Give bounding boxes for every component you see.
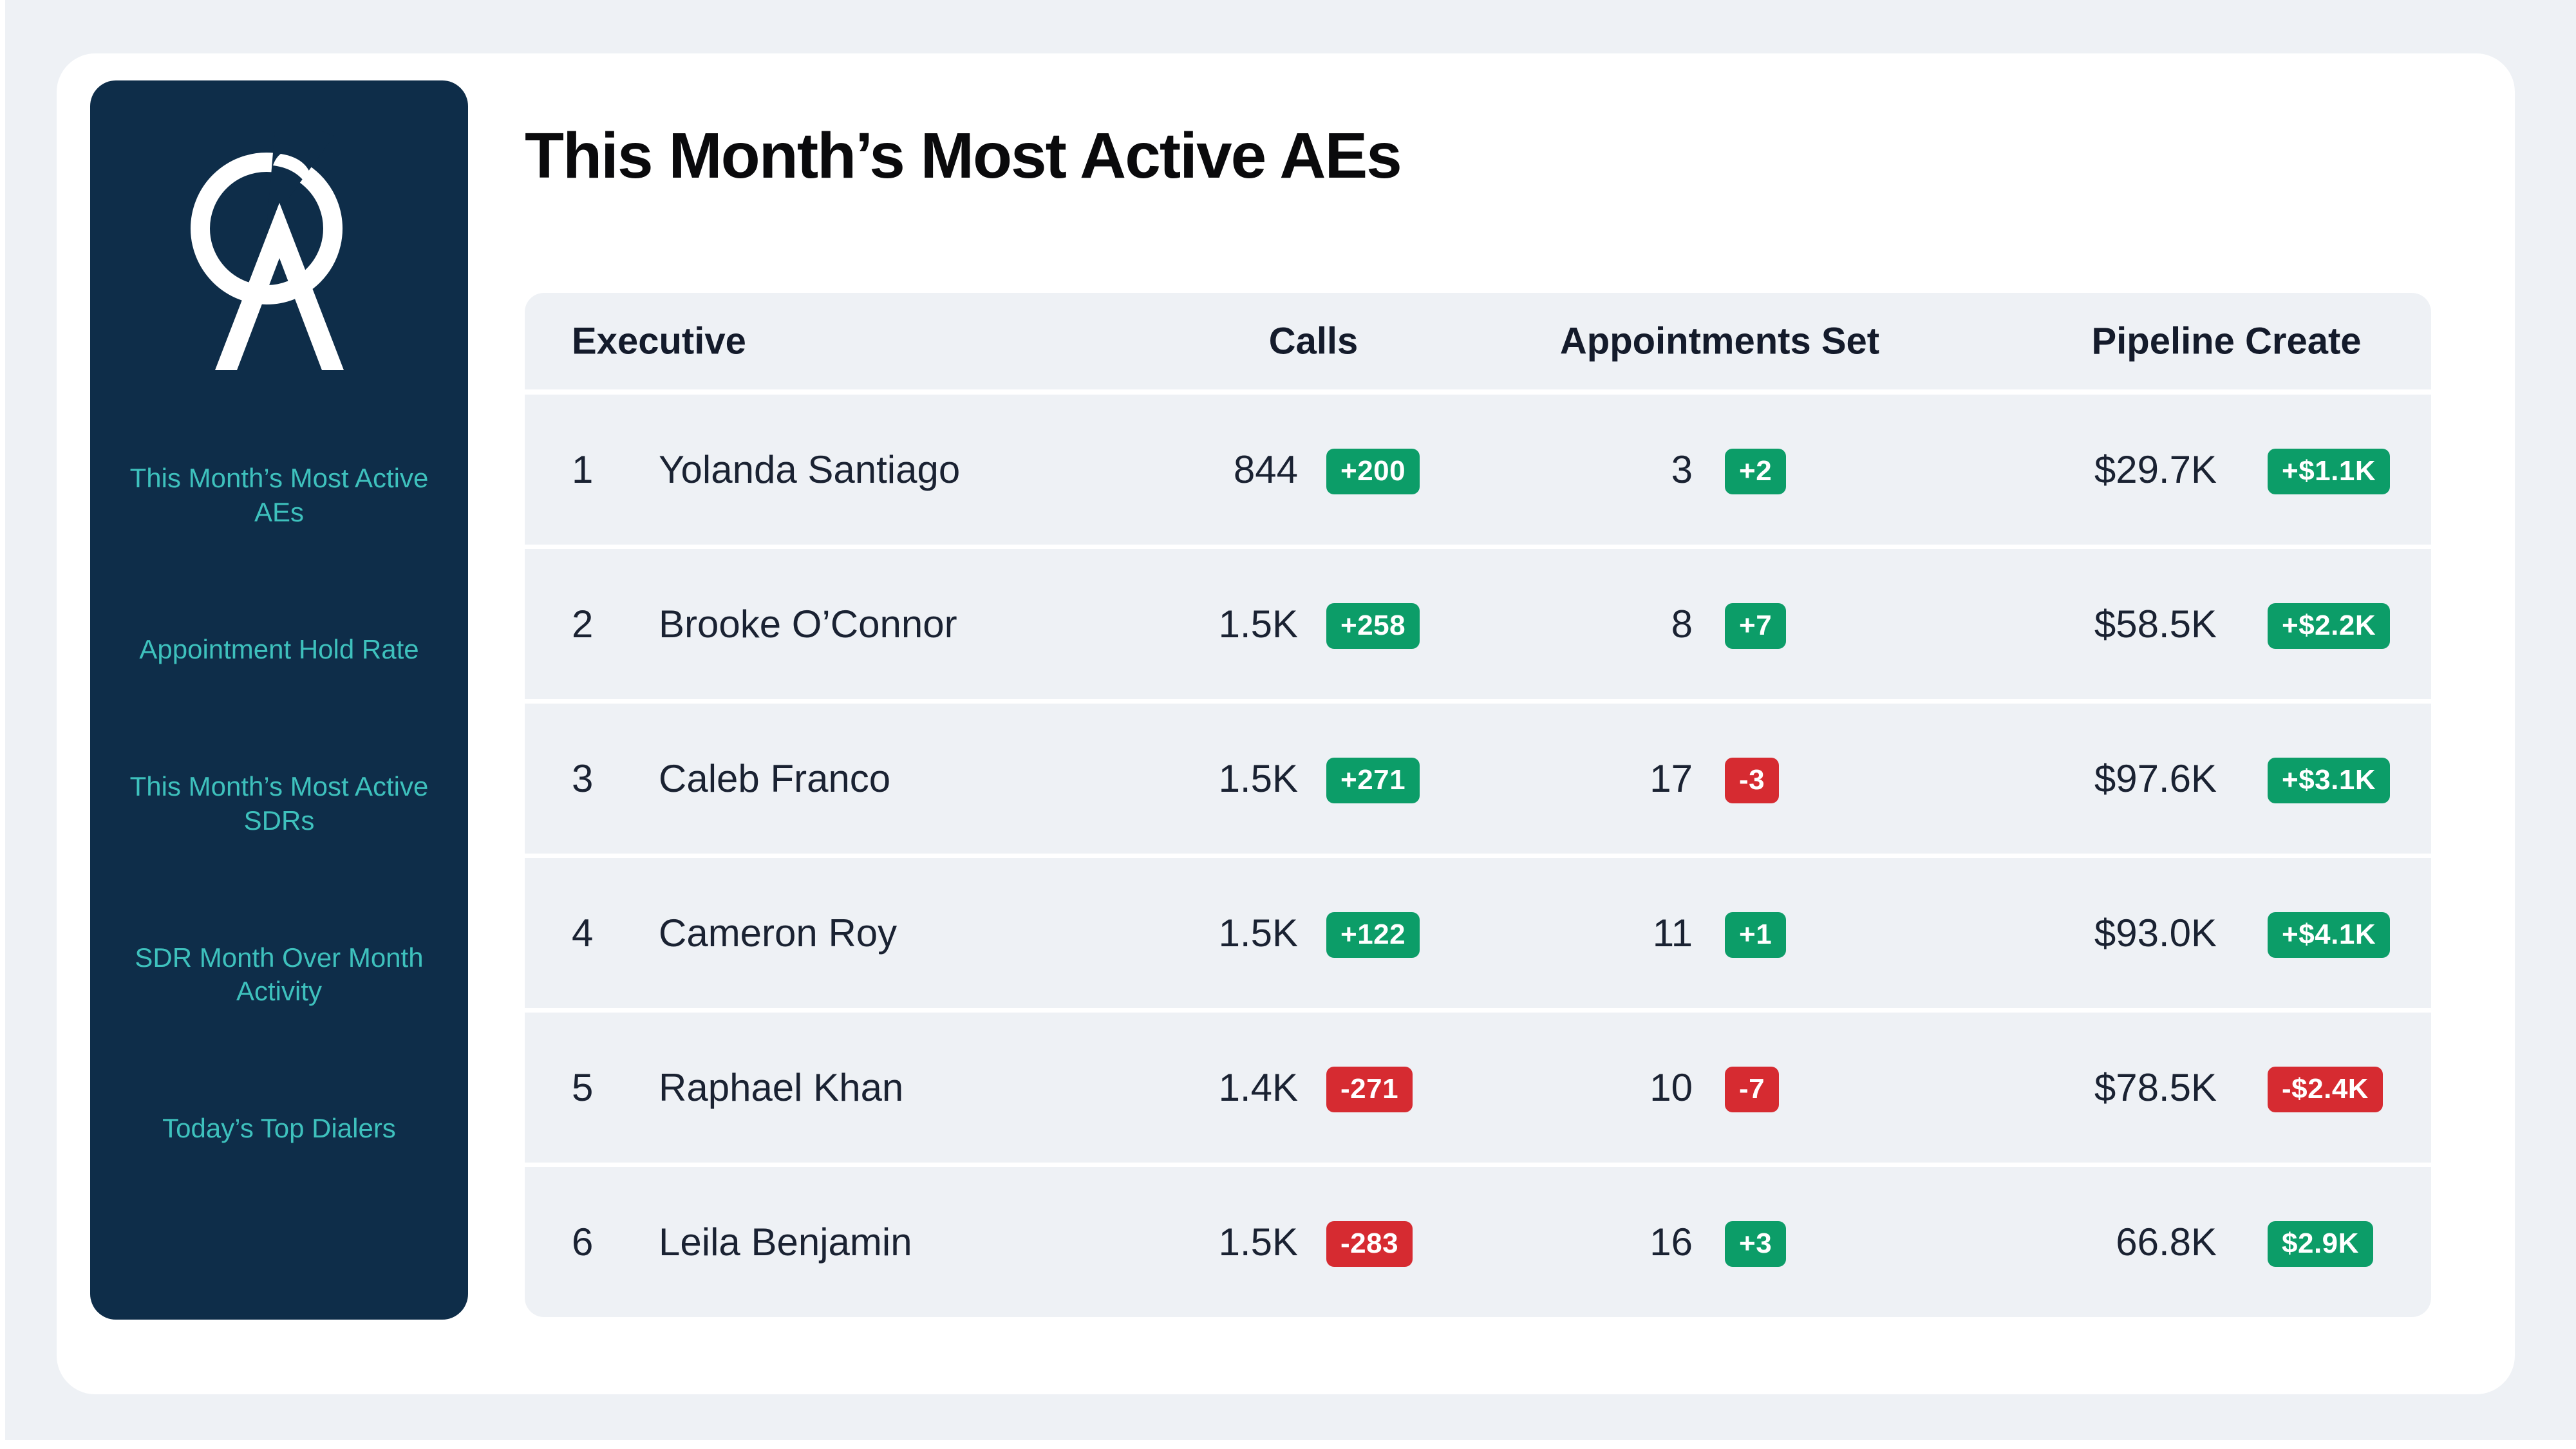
column-header-pipeline: Pipeline Create [2091, 320, 2362, 362]
sidebar-item-todays-top-dialers[interactable]: Today’s Top Dialers [162, 1113, 396, 1144]
pipeline-value: $93.0K [2094, 911, 2217, 955]
appointments-delta-slot: +3 [1693, 1217, 1796, 1267]
calls-value: 1.5K [1218, 911, 1298, 955]
table-row: 6 Leila Benjamin 1.5K -283 16 +3 66.8K $… [525, 1167, 2431, 1317]
pipeline-delta-badge: +$4.1K [2268, 912, 2391, 958]
sidebar-item-most-active-sdrs[interactable]: This Month’s Most Active SDRs [129, 771, 429, 836]
main-content: This Month’s Most Active AEs Executive C… [525, 53, 2431, 1317]
appointments-delta-badge: +7 [1725, 603, 1787, 649]
calls-delta-slot: +271 [1298, 754, 1423, 803]
pipeline-delta-slot: +$1.1K [2217, 445, 2391, 494]
appointments-value: 10 [1650, 1066, 1693, 1109]
calls-delta-badge: -283 [1326, 1221, 1413, 1267]
column-header-appointments: Appointments Set [1559, 320, 1880, 362]
calls-delta-slot: +200 [1298, 445, 1423, 494]
rank-cell: 6 [572, 1220, 594, 1264]
table-body: 1 Yolanda Santiago 844 +200 3 +2 $29.7K … [525, 395, 2431, 1317]
column-header-executive: Executive [572, 320, 746, 362]
calls-delta-slot: -283 [1298, 1217, 1423, 1267]
appointments-delta-slot: +7 [1693, 599, 1796, 649]
table-row: 5 Raphael Khan 1.4K -271 10 -7 $78.5K -$… [525, 1013, 2431, 1163]
pipeline-delta-badge: +$2.2K [2268, 603, 2391, 649]
appointments-value: 17 [1650, 757, 1693, 800]
appointments-delta-slot: -7 [1693, 1063, 1796, 1112]
executive-name: Brooke O’Connor [659, 603, 957, 646]
table-row: 1 Yolanda Santiago 844 +200 3 +2 $29.7K … [525, 395, 2431, 545]
pipeline-value: $97.6K [2094, 757, 2217, 800]
leaderboard-table: Executive Calls Appointments Set Pipelin… [525, 293, 2431, 1317]
table-header-row: Executive Calls Appointments Set Pipelin… [525, 293, 2431, 389]
pipeline-value: $78.5K [2094, 1066, 2217, 1109]
pipeline-delta-slot: +$3.1K [2217, 754, 2391, 803]
calls-value: 1.5K [1218, 1220, 1298, 1264]
rank-cell: 4 [572, 911, 594, 955]
pipeline-delta-slot: +$2.2K [2217, 599, 2391, 649]
appointments-delta-badge: +1 [1725, 912, 1787, 958]
dashboard-card: This Month’s Most Active AEs Appointment… [57, 53, 2515, 1394]
page-title: This Month’s Most Active AEs [525, 120, 1402, 192]
sidebar-nav: This Month’s Most Active AEs Appointment… [90, 462, 468, 1249]
calls-value: 1.5K [1218, 603, 1298, 646]
appointments-delta-slot: +2 [1693, 445, 1796, 494]
sidebar-item-sdr-mom-activity[interactable]: SDR Month Over Month Activity [135, 942, 424, 1007]
appointments-value: 3 [1671, 448, 1693, 491]
calls-delta-badge: +200 [1326, 449, 1420, 494]
sidebar-item-appointment-hold-rate[interactable]: Appointment Hold Rate [139, 633, 419, 664]
pipeline-value: $29.7K [2094, 448, 2217, 491]
calls-delta-badge: +271 [1326, 758, 1420, 803]
pipeline-delta-badge: -$2.4K [2268, 1067, 2383, 1112]
executive-name: Yolanda Santiago [659, 448, 961, 491]
pipeline-value: 66.8K [2116, 1220, 2217, 1264]
calls-value: 1.5K [1218, 757, 1298, 800]
company-logo-icon [183, 115, 376, 370]
rank-cell: 5 [572, 1066, 594, 1109]
pipeline-delta-badge: +$1.1K [2268, 449, 2391, 494]
appointments-value: 11 [1652, 911, 1693, 955]
pipeline-delta-slot: +$4.1K [2217, 908, 2391, 958]
table-row: 2 Brooke O’Connor 1.5K +258 8 +7 $58.5K … [525, 549, 2431, 699]
table-row: 4 Cameron Roy 1.5K +122 11 +1 $93.0K +$4… [525, 858, 2431, 1008]
appointments-delta-badge: -7 [1725, 1067, 1780, 1112]
calls-delta-slot: +122 [1298, 908, 1423, 958]
column-header-calls: Calls [1268, 320, 1359, 362]
calls-value: 1.4K [1218, 1066, 1298, 1109]
calls-delta-badge: -271 [1326, 1067, 1413, 1112]
sidebar-item-most-active-aes[interactable]: This Month’s Most Active AEs [129, 463, 429, 527]
pipeline-delta-badge: +$3.1K [2268, 758, 2391, 803]
pipeline-delta-slot: $2.9K [2217, 1217, 2391, 1267]
appointments-value: 8 [1671, 603, 1693, 646]
appointments-delta-badge: +3 [1725, 1221, 1787, 1267]
appointments-delta-slot: +1 [1693, 908, 1796, 958]
sidebar: This Month’s Most Active AEs Appointment… [90, 80, 468, 1320]
executive-name: Leila Benjamin [659, 1220, 912, 1264]
rank-cell: 1 [572, 448, 594, 491]
appointments-value: 16 [1650, 1220, 1693, 1264]
rank-cell: 3 [572, 757, 594, 800]
calls-value: 844 [1233, 448, 1298, 491]
appointments-delta-badge: +2 [1725, 449, 1787, 494]
appointments-delta-badge: -3 [1725, 758, 1780, 803]
pipeline-value: $58.5K [2094, 603, 2217, 646]
pipeline-delta-slot: -$2.4K [2217, 1063, 2391, 1112]
appointments-delta-slot: -3 [1693, 754, 1796, 803]
calls-delta-slot: +258 [1298, 599, 1423, 649]
pipeline-delta-badge: $2.9K [2268, 1221, 2373, 1267]
calls-delta-badge: +122 [1326, 912, 1420, 958]
executive-name: Raphael Khan [659, 1066, 904, 1109]
calls-delta-badge: +258 [1326, 603, 1420, 649]
executive-name: Cameron Roy [659, 911, 898, 955]
table-row: 3 Caleb Franco 1.5K +271 17 -3 $97.6K +$… [525, 704, 2431, 854]
rank-cell: 2 [572, 603, 594, 646]
executive-name: Caleb Franco [659, 757, 891, 800]
calls-delta-slot: -271 [1298, 1063, 1423, 1112]
